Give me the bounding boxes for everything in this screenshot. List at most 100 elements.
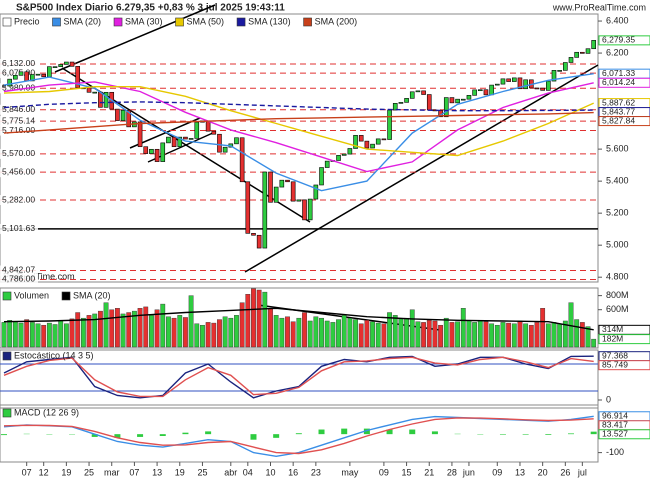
last-value-label: 182M <box>602 333 623 343</box>
volume-bar <box>358 323 364 348</box>
candle <box>222 146 228 153</box>
volume-bar <box>143 306 149 348</box>
x-tick-label: 07 <box>129 467 139 477</box>
volume-bar <box>426 320 432 348</box>
legend-label: SMA (130) <box>248 16 291 26</box>
candle <box>489 84 494 96</box>
volume-bar <box>183 317 188 348</box>
volume-bar <box>160 303 166 348</box>
volume-bar <box>41 324 47 348</box>
volume-bar <box>534 322 540 348</box>
level-label: 4,842.07 <box>2 265 35 275</box>
x-tick-label: 25 <box>197 467 207 477</box>
volume-bar <box>7 320 13 348</box>
volume-bar <box>353 319 358 348</box>
candle <box>358 135 364 142</box>
candle <box>69 61 75 67</box>
level-label: 6,132.00 <box>2 58 35 68</box>
last-value-box <box>598 77 650 88</box>
candle <box>126 109 132 128</box>
candle <box>234 137 239 145</box>
candle <box>404 98 409 103</box>
line <box>3 417 594 455</box>
candle <box>137 121 143 148</box>
candle <box>86 87 92 93</box>
candle <box>421 90 426 95</box>
x-tick-label: 20 <box>538 467 548 477</box>
candle <box>256 234 262 249</box>
y-tick-label: -100 <box>606 447 624 457</box>
candle <box>466 95 472 100</box>
volume-bar <box>205 322 211 348</box>
volume-bar <box>211 322 217 348</box>
volume-bar <box>245 294 251 348</box>
level-label: 5,716.00 <box>2 125 35 135</box>
volume-bar <box>177 315 183 348</box>
x-tick-label: 26 <box>560 467 570 477</box>
histogram-bar <box>205 431 212 435</box>
candle <box>143 146 149 154</box>
volume-bar <box>194 323 200 348</box>
candle <box>58 64 64 67</box>
x-tick-label: jun <box>462 467 475 477</box>
histogram-bar <box>159 434 166 436</box>
y-tick-label: 6.400 <box>606 15 629 25</box>
candle <box>364 140 370 149</box>
volume-bar <box>188 295 194 348</box>
candle <box>494 83 500 86</box>
candle <box>279 179 285 188</box>
candle <box>472 89 477 96</box>
line <box>3 101 594 112</box>
volume-bar <box>296 317 302 348</box>
candle <box>273 186 279 203</box>
last-value-box <box>598 360 650 371</box>
candle <box>13 75 18 80</box>
volume-bar <box>307 320 313 348</box>
legend-swatch <box>2 408 12 418</box>
x-tick-label: mar <box>104 467 120 477</box>
candle <box>149 148 154 154</box>
y-tick-label: 800M <box>606 290 629 300</box>
volume-bar <box>460 308 466 348</box>
last-value-box <box>598 116 650 127</box>
level-label-box <box>0 223 38 234</box>
last-value-label: 97.368 <box>602 350 628 360</box>
volume-bar <box>557 323 563 348</box>
candle <box>268 171 273 203</box>
histogram-bar <box>137 434 144 437</box>
x-tick-label: 19 <box>175 467 185 477</box>
level-label-box <box>0 104 38 115</box>
candle <box>319 167 324 186</box>
candle <box>211 130 217 135</box>
candle <box>160 142 166 162</box>
histogram-bar <box>363 428 370 435</box>
candle <box>47 66 52 78</box>
candle <box>353 135 358 149</box>
candle <box>98 91 103 108</box>
volume-bar <box>109 309 115 348</box>
level-label-box <box>0 83 38 94</box>
candle <box>177 136 183 148</box>
volume-bar <box>313 316 319 348</box>
volume-bar <box>500 322 506 348</box>
legend-swatch <box>303 17 312 27</box>
trend-line <box>54 4 216 73</box>
line <box>3 111 594 134</box>
volume-bar <box>80 317 86 348</box>
volume-bar <box>200 324 205 348</box>
y-tick-label: 6.200 <box>606 47 629 57</box>
last-value-label: 5,887.62 <box>602 97 635 107</box>
legend-label: SMA (20) <box>64 16 102 26</box>
volume-bar <box>415 321 421 348</box>
legend-label: Volumen <box>14 290 49 300</box>
volume-bar <box>409 309 415 348</box>
volume-bar <box>438 324 443 348</box>
x-tick-label: 19 <box>61 467 71 477</box>
volume-bar <box>228 317 234 348</box>
level-label-box <box>0 125 38 136</box>
candle <box>92 91 98 94</box>
volume-bar <box>562 320 568 348</box>
candle <box>52 66 58 68</box>
volume-frame <box>0 287 599 349</box>
volume-bar <box>404 317 409 348</box>
